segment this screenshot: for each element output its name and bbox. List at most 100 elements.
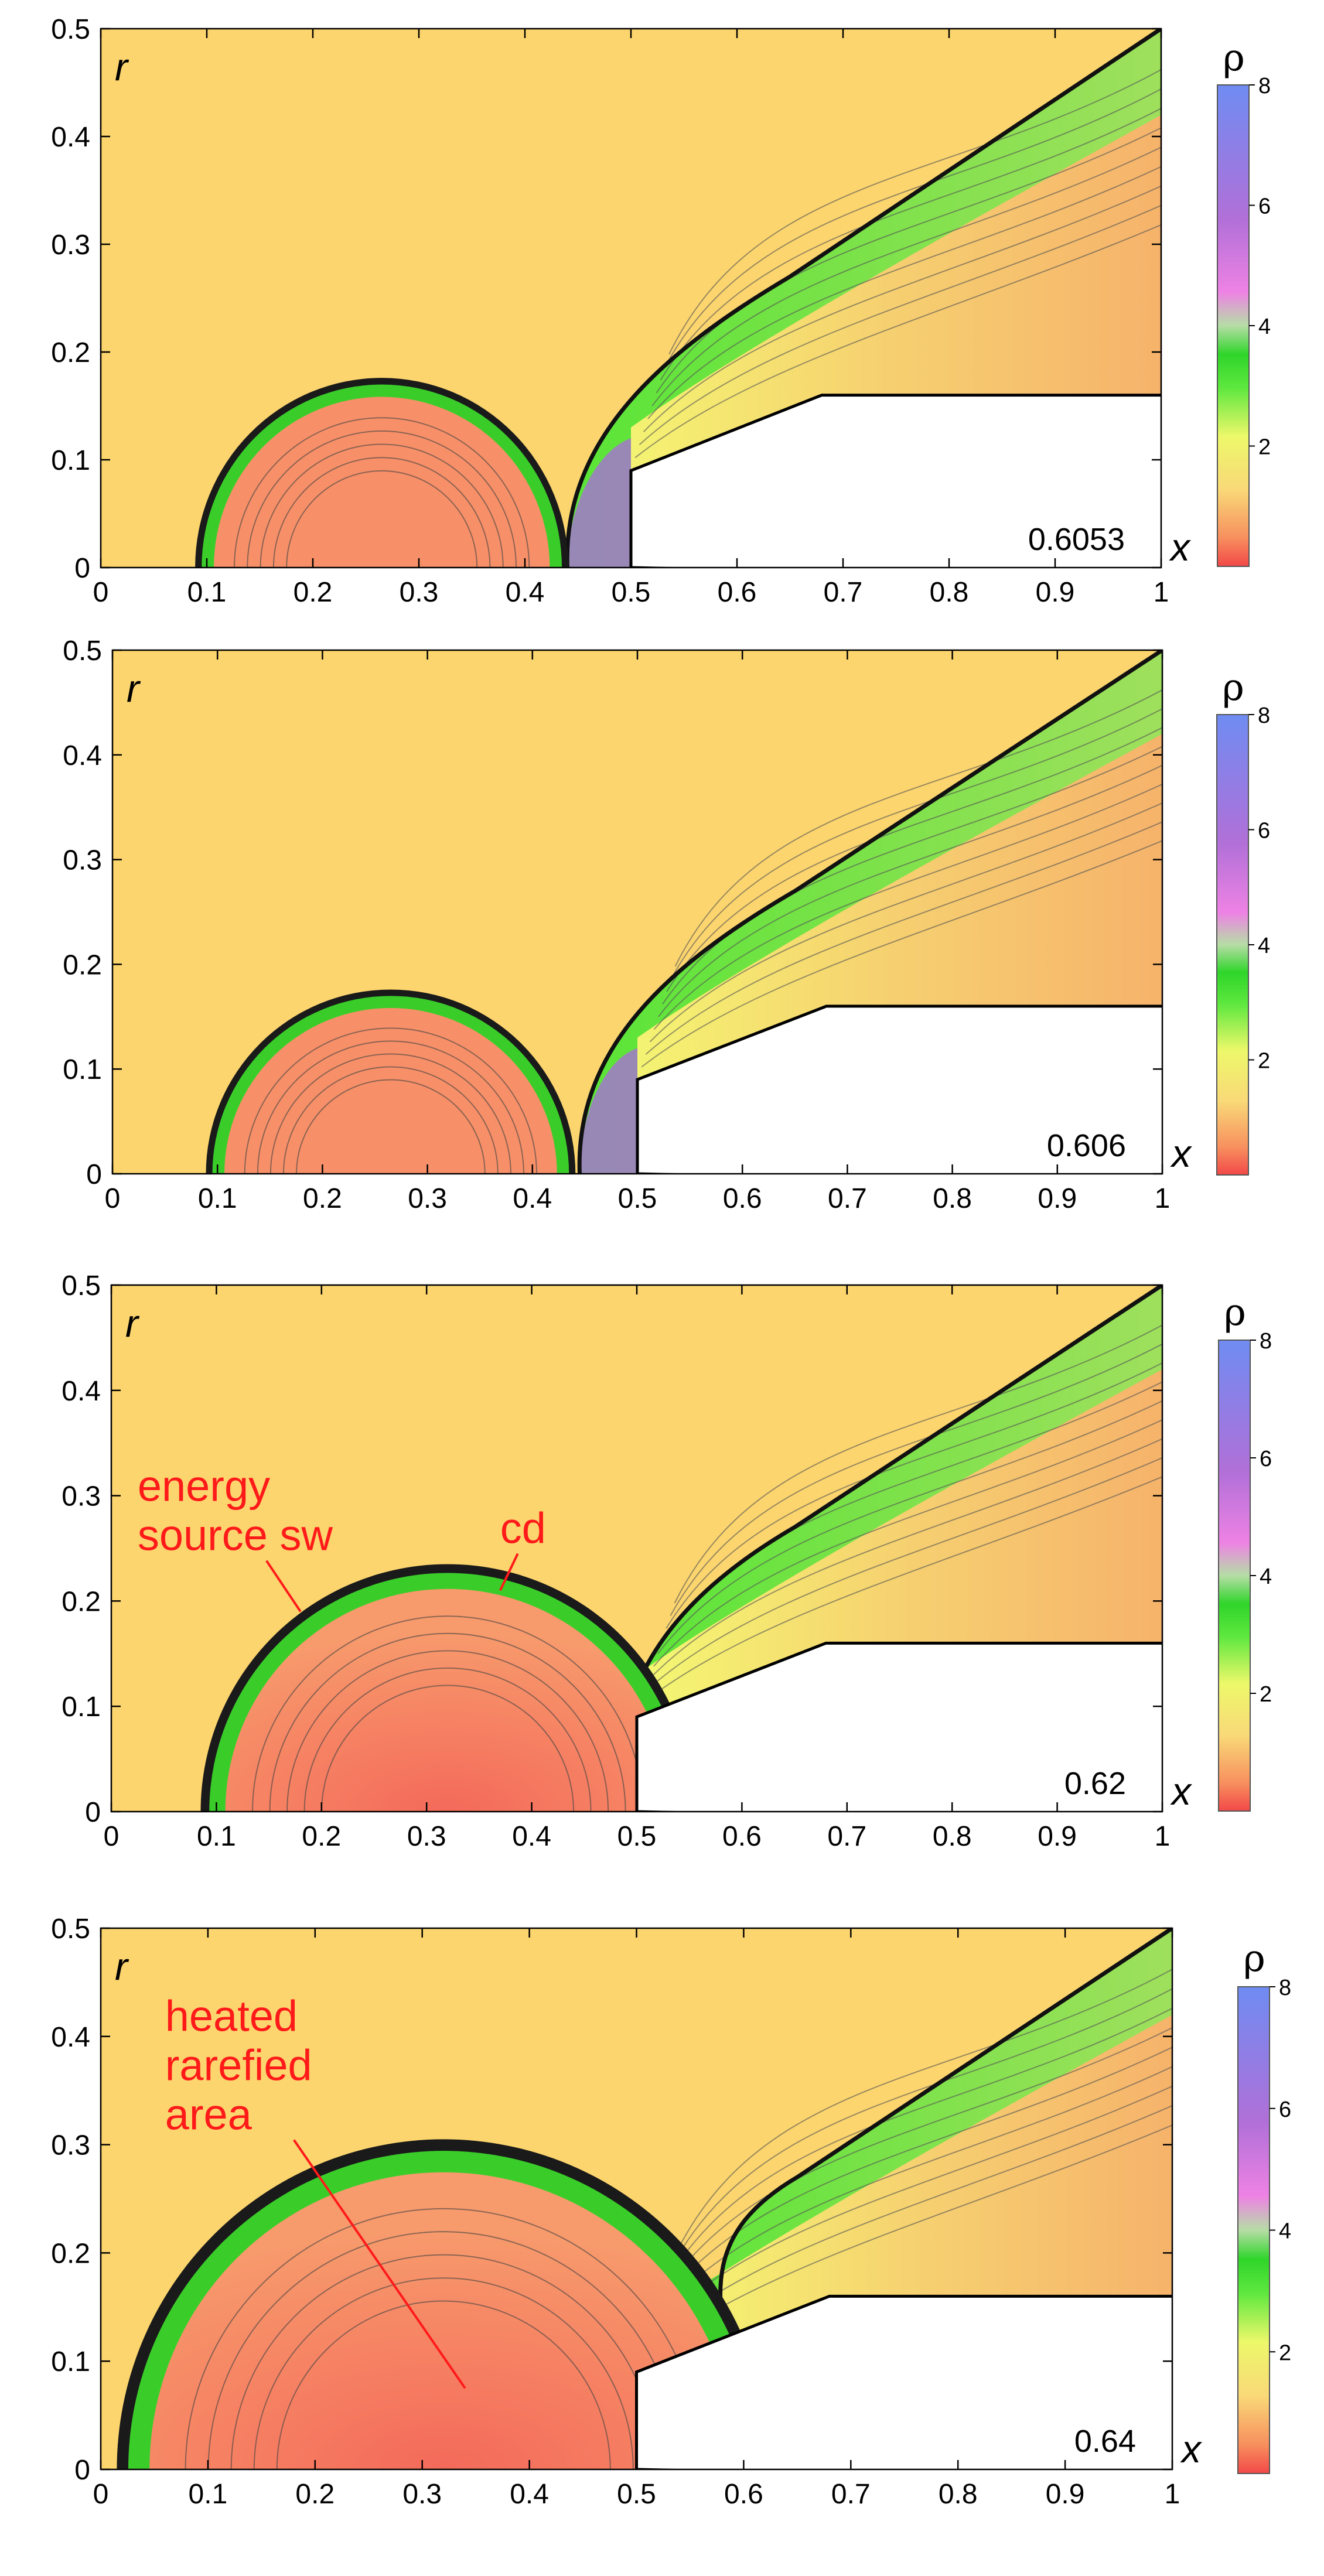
x-tick-label: 0.7 [828,1183,867,1214]
density-panel-1: 0 0.1 0.2 0.3 0.4 0.5 0.6 0.7 0.8 0.9 1 0 0.1 0.2 0.3 0… [51,14,1191,608]
colorbar-tick-label: 6 [1258,819,1270,843]
compressed-band [636,1928,1172,2469]
colorbar-tick-label: 8 [1258,703,1270,728]
y-tick-label: 0.3 [62,1481,101,1512]
colorbar: ρ 2 4 6 8 [1216,666,1270,1176]
x-tick-label: 0.6 [718,577,757,608]
time-label: 0.6053 [1028,522,1125,557]
density-contour [657,2047,1172,2308]
bubble-contour [296,1079,486,1174]
y-tick-label: 0.4 [51,2022,90,2053]
r-axis-label: r [127,667,141,710]
x-tick-label: 0.3 [402,2479,442,2510]
annotation-text: area [165,2090,252,2139]
bubble-contour [276,2301,611,2469]
compressed-band [579,650,1162,1174]
x-tick-label: 0.6 [722,1821,762,1852]
bubble-contour [272,457,491,568]
density-contour [664,88,1161,368]
x-tick-label: 0.2 [294,577,333,608]
y-tick-label: 0 [74,2455,90,2486]
x-tick-label: 0.7 [831,2479,871,2510]
y-tick-label: 0.2 [51,2238,90,2269]
x-tick-label: 0.2 [295,2479,335,2510]
x-tick-label: 0.8 [930,577,969,608]
heated-rarefied-area [149,2172,738,2469]
x-tick-label: 0.1 [198,1183,237,1214]
y-tick-label: 0.2 [62,1586,101,1617]
density-contour [674,1324,1162,1604]
colorbar-title: ρ [1243,1937,1265,1980]
colorbar-scale [1217,84,1250,567]
x-tick-label: 0.5 [618,1183,657,1214]
x-tick-label: 0.3 [407,1821,446,1852]
annotation: cd [499,1504,546,1591]
annotation-pointer [293,2139,466,2389]
plot-area [111,1285,1162,1812]
density-contour [649,1438,1162,1680]
bubble-contour [253,2277,634,2469]
colorbar: ρ 2 4 6 8 [1218,1291,1272,1812]
annotation-text: source sw [138,1511,333,1560]
x-tick-label: 0.8 [939,2479,978,2510]
y-tick-label: 0 [74,553,90,584]
x-axis-label: x [1170,1132,1192,1175]
compressed-band [567,29,1161,568]
y-tick-label: 0.1 [62,1692,101,1723]
annotation-pointer [265,1560,302,1612]
density-contour [653,2066,1172,2321]
annotation-text: energy [138,1462,270,1511]
density-contour [640,1476,1162,1705]
y-tick-label: 0.1 [51,2346,90,2377]
colorbar-tick-label: 8 [1260,1329,1272,1354]
y-tick-label: 0.1 [51,445,90,476]
y-tick-label: 0.1 [63,1054,102,1085]
density-contour [657,1400,1162,1654]
x-tick-label: 0.5 [617,2479,656,2510]
colorbar-tick-label: 2 [1279,2341,1291,2365]
cone-cylinder-body [636,1005,1162,1174]
density-panel-3: 0 0.1 0.2 0.3 0.4 0.5 0.6 0.7 0.8 0.9 1 0 0.1 0.2 0.3 0… [62,1270,1192,1852]
density-contour [644,1457,1162,1692]
y-tick-label: 0.4 [63,740,102,771]
y-tick-label: 0.3 [51,230,90,261]
x-tick-label: 0 [93,2479,109,2510]
annotation-text: cd [500,1504,546,1553]
density-contour [647,166,1161,419]
x-axis-label: x [1169,525,1191,569]
bubble-contour [269,1053,511,1174]
bubble-contour [321,1685,575,1812]
colorbar-tick-label: 6 [1260,1447,1272,1471]
colorbar-tick-label: 4 [1260,1564,1272,1589]
x-tick-label: 0.6 [723,1183,762,1214]
annotation-text: heated [165,1992,298,2041]
bubble-contour [247,430,517,568]
x-tick-label: 0.4 [513,1183,552,1214]
bubble-contour [233,417,530,568]
cone-cylinder-body [635,2294,1172,2469]
heated-rarefied-area [225,1588,670,1812]
y-tick-label: 0.3 [63,845,102,876]
colorbar-tick-label: 2 [1258,435,1271,460]
cone-cylinder-body [635,1641,1162,1812]
density-contour [643,185,1161,432]
colorbar-scale [1237,1986,1270,2474]
stagnation-region [567,438,631,568]
x-tick-label: 0.4 [510,2479,549,2510]
x-tick-label: 0.5 [612,577,651,608]
x-tick-label: 0 [104,1821,120,1852]
x-tick-label: 0.1 [187,577,227,608]
x-axis-label: x [1170,1769,1192,1813]
density-contour [670,1343,1162,1617]
colorbar-tick-label: 2 [1260,1682,1272,1707]
density-contour [670,708,1162,979]
bubble-contour [282,1066,499,1174]
bow-shock [565,29,1161,568]
x-tick-label: 0.7 [824,577,863,608]
x-tick-label: 0.2 [302,1821,341,1852]
colorbar-tick-label: 4 [1258,934,1270,958]
bow-shock [577,650,1162,1174]
colorbar-tick-label: 8 [1258,74,1271,98]
y-tick-label: 0.4 [51,122,90,153]
